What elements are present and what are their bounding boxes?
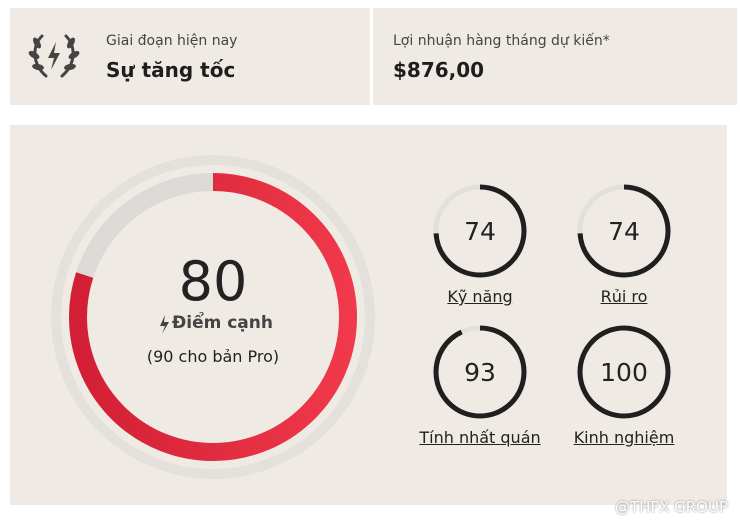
gauge-inner [61, 165, 365, 469]
profit-card: Lợi nhuận hàng tháng dự kiến* $876,00 [373, 8, 737, 105]
metric-label[interactable]: Rủi ro [600, 287, 648, 306]
main-label: Điểm cạnh [172, 311, 273, 333]
metric-arc [433, 184, 527, 278]
metric-label[interactable]: Tính nhất quán [419, 428, 541, 447]
metric-arc [433, 325, 527, 419]
stage-value: Sự tăng tốc [106, 58, 236, 82]
metric-label[interactable]: Kinh nghiệm [573, 428, 675, 447]
profit-value: $876,00 [393, 58, 485, 82]
watermark: @THFX GROUP [615, 498, 728, 516]
metric-value: 74 [608, 217, 640, 246]
main-score: 80 [179, 250, 248, 313]
metric-value: 100 [600, 358, 648, 387]
score-arc [69, 173, 357, 461]
metric-arc [577, 184, 671, 278]
bolt-icon [160, 315, 169, 334]
metric-arc [577, 325, 671, 419]
metric-label[interactable]: Kỹ năng [447, 287, 513, 306]
stage-label: Giai đoạn hiện nay [106, 33, 238, 49]
profit-label: Lợi nhuận hàng tháng dự kiến* [393, 33, 610, 49]
main-note: (90 cho bản Pro) [147, 347, 279, 366]
metric-value: 93 [464, 358, 496, 387]
metric-value: 74 [464, 217, 496, 246]
stage-card: Giai đoạn hiện nay Sự tăng tốc [10, 8, 370, 105]
laurel-icon [28, 34, 80, 78]
